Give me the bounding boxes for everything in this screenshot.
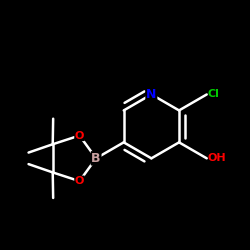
Text: Cl: Cl [208, 90, 220, 100]
Text: O: O [75, 176, 84, 186]
Text: OH: OH [208, 153, 226, 163]
Text: B: B [91, 152, 101, 165]
Text: N: N [146, 88, 156, 101]
Text: N: N [146, 88, 156, 101]
Text: B: B [91, 152, 101, 165]
Text: O: O [75, 130, 84, 140]
